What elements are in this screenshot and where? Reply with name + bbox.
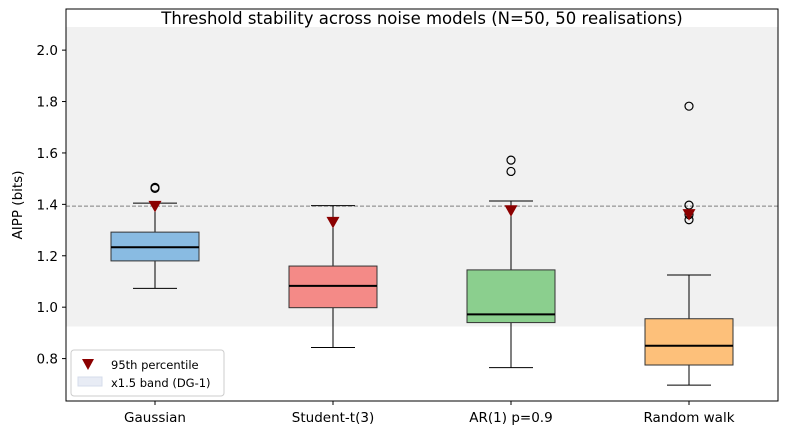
legend-band-patch bbox=[77, 376, 103, 387]
p95-marker bbox=[682, 209, 696, 221]
legend-label-band: x1.5 band (DG-1) bbox=[111, 376, 211, 390]
legend-label-percentile: 95th percentile bbox=[111, 358, 199, 372]
y-tick-label: 1.2 bbox=[37, 249, 58, 265]
x-tick-label: Student-t(3) bbox=[292, 410, 374, 426]
legend-box bbox=[70, 349, 225, 397]
outlier-point bbox=[684, 200, 694, 210]
x-tick-label: Random walk bbox=[643, 410, 734, 426]
y-tick-label: 2.0 bbox=[37, 43, 58, 59]
box-group bbox=[466, 155, 556, 369]
iqr-box bbox=[288, 265, 378, 309]
y-tick-label: 1.6 bbox=[37, 146, 58, 162]
dg1-band bbox=[66, 26, 778, 327]
y-axis-label: AIPP (bits) bbox=[10, 171, 26, 240]
plot-frame bbox=[65, 8, 779, 402]
outlier-point bbox=[150, 182, 160, 192]
y-tick-label: 1.0 bbox=[37, 300, 58, 316]
y-tick-label: 0.8 bbox=[37, 352, 58, 368]
x-tick-label: AR(1) p=0.9 bbox=[469, 410, 552, 426]
outlier-point bbox=[506, 155, 516, 165]
box-group bbox=[644, 101, 734, 386]
outlier-point bbox=[684, 101, 694, 111]
legend-triangle-marker bbox=[82, 359, 94, 370]
box-group bbox=[110, 182, 200, 289]
legend: 95th percentile x1.5 band (DG-1) bbox=[70, 349, 225, 397]
chart-title: Threshold stability across noise models … bbox=[160, 9, 682, 28]
outlier-point bbox=[506, 166, 516, 177]
p95-marker bbox=[504, 205, 518, 217]
iqr-box bbox=[644, 318, 734, 366]
y-tick-label: 1.4 bbox=[37, 197, 58, 213]
p95-marker bbox=[148, 200, 162, 213]
x-tick-label: Gaussian bbox=[124, 410, 186, 426]
y-tick-label: 1.8 bbox=[37, 95, 58, 111]
p95-marker bbox=[326, 216, 340, 229]
box-group bbox=[288, 205, 378, 349]
